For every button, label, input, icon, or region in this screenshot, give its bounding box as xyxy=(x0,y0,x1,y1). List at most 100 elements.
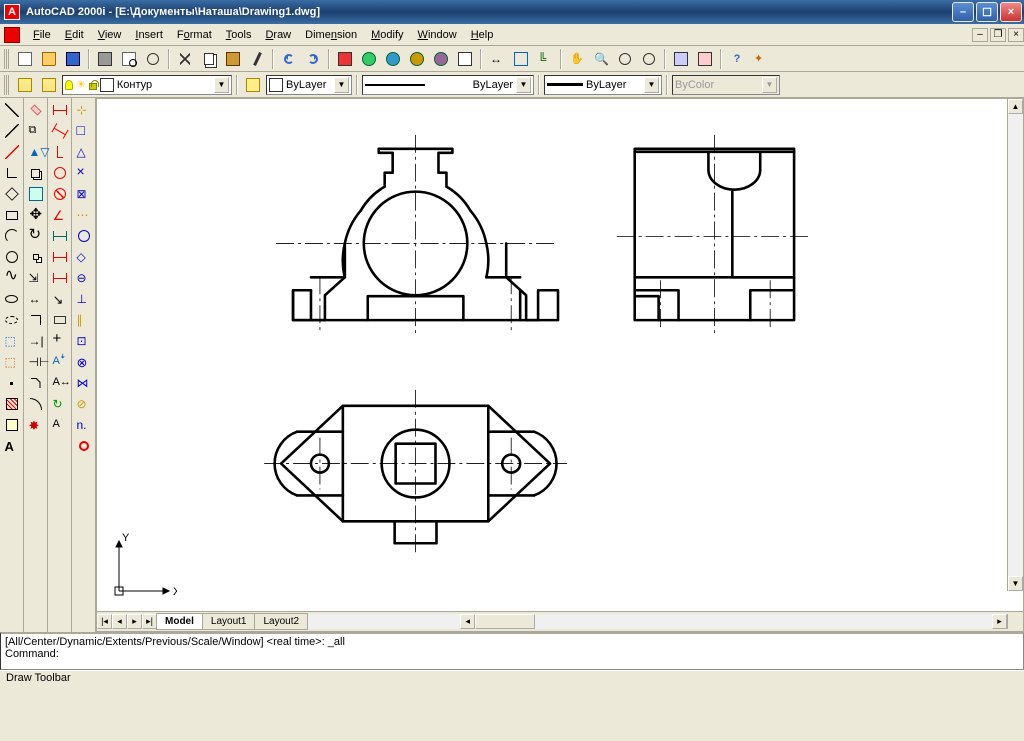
move-button[interactable] xyxy=(26,205,46,225)
tab-first-button[interactable]: |◂ xyxy=(97,614,112,629)
arc-button[interactable] xyxy=(2,226,22,246)
dimbase-button[interactable] xyxy=(50,247,70,267)
snapend-button[interactable] xyxy=(74,121,94,141)
spline-button[interactable] xyxy=(2,268,22,288)
circle-button[interactable] xyxy=(2,247,22,267)
mtext-button[interactable] xyxy=(2,436,22,456)
scale-button[interactable] xyxy=(26,247,46,267)
insert-button[interactable]: ⬚ xyxy=(2,331,22,351)
snapcen-button[interactable] xyxy=(74,226,94,246)
hscroll-thumb[interactable] xyxy=(475,614,535,629)
adc-button[interactable] xyxy=(694,48,716,70)
extend-button[interactable]: →| xyxy=(26,331,46,351)
active-assist-button[interactable]: ✦ xyxy=(750,48,772,70)
menu-format[interactable]: Format xyxy=(170,27,219,43)
snapnode-button[interactable]: ⊗ xyxy=(74,352,94,372)
pan-button[interactable]: ✋ xyxy=(566,48,588,70)
minimize-button[interactable]: – xyxy=(952,2,974,22)
rectangle-button[interactable] xyxy=(2,205,22,225)
scroll-down-button[interactable]: ▼ xyxy=(1008,576,1023,591)
today-button[interactable] xyxy=(358,48,380,70)
lineweight-combo[interactable]: ByLayer ▼ xyxy=(544,75,662,95)
mdi-restore-button[interactable]: ❐ xyxy=(990,28,1006,42)
erase-button[interactable] xyxy=(26,100,46,120)
pline-button[interactable] xyxy=(2,163,22,183)
trim-button[interactable] xyxy=(26,310,46,330)
dimedit-button[interactable]: Aꜜ xyxy=(50,352,70,372)
dimord-button[interactable] xyxy=(50,142,70,162)
snapnear-button[interactable]: ⋈ xyxy=(74,373,94,393)
ucs-button[interactable]: ╚ xyxy=(534,48,556,70)
dimdia-button[interactable] xyxy=(50,184,70,204)
tab-next-button[interactable]: ▸ xyxy=(127,614,142,629)
vertical-scrollbar[interactable]: ▲ ▼ xyxy=(1007,99,1023,591)
etrans-button[interactable] xyxy=(334,48,356,70)
dropdown-icon[interactable]: ▼ xyxy=(644,77,659,93)
tab-prev-button[interactable]: ◂ xyxy=(112,614,127,629)
menu-insert[interactable]: Insert xyxy=(128,27,170,43)
fillet-button[interactable] xyxy=(26,394,46,414)
point-button[interactable] xyxy=(2,373,22,393)
mdi-minimize-button[interactable]: – xyxy=(972,28,988,42)
publish-button[interactable] xyxy=(430,48,452,70)
line-button[interactable] xyxy=(2,100,22,120)
qdim-button[interactable] xyxy=(50,226,70,246)
region-button[interactable] xyxy=(2,415,22,435)
break-button[interactable]: ⊣⊢ xyxy=(26,352,46,372)
menu-help[interactable]: Help xyxy=(464,27,501,43)
menu-window[interactable]: Window xyxy=(411,27,464,43)
snappar-button[interactable]: ∥ xyxy=(74,310,94,330)
rotate-button[interactable] xyxy=(26,226,46,246)
print-button[interactable] xyxy=(94,48,116,70)
layerfilter-button[interactable] xyxy=(38,74,60,96)
menu-modify[interactable]: Modify xyxy=(364,27,410,43)
command-line[interactable]: [All/Center/Dynamic/Extents/Previous/Sca… xyxy=(0,632,1024,670)
paste-button[interactable] xyxy=(222,48,244,70)
help-button[interactable] xyxy=(726,48,748,70)
otrack-button[interactable] xyxy=(74,436,94,456)
snapext-button[interactable]: ⋯ xyxy=(74,205,94,225)
ray-button[interactable] xyxy=(2,121,22,141)
menu-view[interactable]: View xyxy=(91,27,129,43)
tolerance-button[interactable] xyxy=(50,310,70,330)
explode-button[interactable]: ✸ xyxy=(26,415,46,435)
find-button[interactable] xyxy=(142,48,164,70)
array-button[interactable] xyxy=(26,184,46,204)
snapins-button[interactable]: ⊡ xyxy=(74,331,94,351)
tab-last-button[interactable]: ▸| xyxy=(142,614,157,629)
menu-draw[interactable]: Draw xyxy=(258,27,298,43)
dimlinear-button[interactable] xyxy=(50,100,70,120)
offset-button[interactable] xyxy=(26,163,46,183)
autodesk-button[interactable] xyxy=(382,48,404,70)
leader-button[interactable]: ↘ xyxy=(50,289,70,309)
dist-button[interactable]: ↔ xyxy=(486,48,508,70)
menu-tools[interactable]: Tools xyxy=(219,27,259,43)
ellipse-button[interactable] xyxy=(2,289,22,309)
snap-button[interactable] xyxy=(510,48,532,70)
mdi-close-button[interactable]: × xyxy=(1008,28,1024,42)
ellipsearc-button[interactable] xyxy=(2,310,22,330)
close-button[interactable]: × xyxy=(1000,2,1022,22)
dimang-button[interactable]: ∠ xyxy=(50,205,70,225)
open-button[interactable] xyxy=(38,48,60,70)
dimupdate-button[interactable]: ↻ xyxy=(50,394,70,414)
dimcont-button[interactable] xyxy=(50,268,70,288)
makeobjlayer-button[interactable] xyxy=(242,74,264,96)
dimcenter-button[interactable]: + xyxy=(50,331,70,351)
linetype-combo[interactable]: ByLayer ▼ xyxy=(362,75,534,95)
tab-model[interactable]: Model xyxy=(156,613,203,630)
snapfrom-button[interactable]: ⊹ xyxy=(74,100,94,120)
zoomwin-button[interactable] xyxy=(614,48,636,70)
dropdown-icon[interactable]: ▼ xyxy=(334,77,349,93)
scroll-left-button[interactable]: ◂ xyxy=(460,614,475,629)
snaptan-button[interactable]: ⊖ xyxy=(74,268,94,288)
tab-layout1[interactable]: Layout1 xyxy=(202,613,256,630)
snapqua-button[interactable]: ◇ xyxy=(74,247,94,267)
color-combo[interactable]: ByLayer ▼ xyxy=(266,75,352,95)
hatch-button[interactable] xyxy=(2,394,22,414)
snapappint-button[interactable]: ⊠ xyxy=(74,184,94,204)
snapper-button[interactable]: ⊥ xyxy=(74,289,94,309)
dimstyle-button[interactable]: A xyxy=(50,415,70,435)
dropdown-icon[interactable]: ▼ xyxy=(516,77,531,93)
mline-button[interactable] xyxy=(2,142,22,162)
